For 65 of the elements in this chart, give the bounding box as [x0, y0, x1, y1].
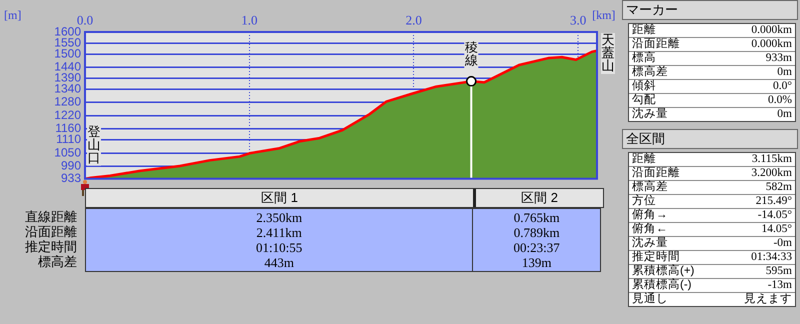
x-tick-label: 2.0 [406, 12, 422, 28]
text: 3.200km [751, 167, 792, 179]
text: 139m [522, 255, 552, 270]
x-axis-title: [km] [592, 8, 616, 22]
text: 0.789km [514, 225, 560, 240]
text: -13m [768, 279, 792, 291]
category-label: 方位 [632, 195, 656, 207]
category-label: 標高差 [38, 254, 77, 269]
text: -0m [773, 237, 792, 249]
text: マーカー [622, 0, 798, 20]
category-label: 累積標高(+) [632, 265, 694, 277]
text: 0.000km [751, 38, 792, 50]
text: 2.411km [256, 225, 302, 240]
text: 見えます [744, 293, 792, 305]
y-tick-label: 1050 [54, 145, 82, 160]
y-tick-label: 990 [60, 158, 82, 173]
category-label: 推定時間 [632, 251, 680, 263]
x-tick-label: 3.0 [570, 12, 586, 28]
category-label: 傾斜 [632, 80, 656, 92]
category-label: 沈み量 [632, 108, 668, 120]
text: 0.765km [514, 210, 560, 225]
text: 0.000km [751, 24, 792, 36]
text: 215.49° [756, 195, 792, 207]
category-label: 沿面距離 [25, 224, 77, 239]
category-label: 標高差 [632, 181, 668, 193]
text: 2.350km [256, 210, 302, 225]
text: 0.0% [768, 94, 792, 106]
category-label: 俯角← [632, 223, 668, 235]
text: 0.0° [773, 80, 792, 92]
text: 全区間 [622, 129, 798, 149]
text: 595m [766, 265, 792, 277]
category-label: 標高 [632, 52, 656, 64]
text: 0m [777, 66, 792, 78]
x-tick-label: 1.0 [241, 12, 258, 28]
y-tick-label: 1280 [54, 94, 82, 109]
category-label: 勾配 [632, 94, 656, 106]
category-label: 直線距離 [25, 209, 77, 224]
category-label: 累積標高(-) [632, 279, 692, 291]
text: 14.05° [762, 223, 792, 235]
text: 443m [264, 255, 294, 270]
category-label: 区間 2 [473, 189, 603, 207]
category-label: 沈み量 [632, 237, 668, 249]
text: 00:23:37 [514, 240, 560, 255]
category-label: 俯角→ [632, 209, 668, 221]
category-label: 区間 1 [86, 189, 473, 207]
category-label: 距離 [632, 24, 656, 36]
category-label: 距離 [632, 153, 656, 165]
category-label: 沿面距離 [632, 167, 680, 179]
text: 933m [766, 52, 792, 64]
annotation: 登山口 [88, 124, 100, 165]
text: 0m [777, 108, 792, 120]
text: 3.115km [752, 153, 792, 165]
text: 01:10:55 [256, 240, 302, 255]
category-label: 標高差 [632, 66, 668, 78]
category-label: 推定時間 [25, 239, 77, 254]
category-label: 沿面距離 [632, 38, 680, 50]
text: -14.05° [758, 209, 792, 221]
y-tick-label: 1220 [54, 108, 82, 122]
annotation: 稜線 [464, 39, 478, 68]
y-tick-label: 933 [60, 171, 82, 186]
text: 582m [766, 181, 792, 193]
category-label: 見通し [632, 293, 668, 305]
text: 01:34:33 [751, 251, 792, 263]
annotation: 天蓋山 [602, 32, 614, 74]
y-axis-title: [m] [4, 8, 22, 22]
